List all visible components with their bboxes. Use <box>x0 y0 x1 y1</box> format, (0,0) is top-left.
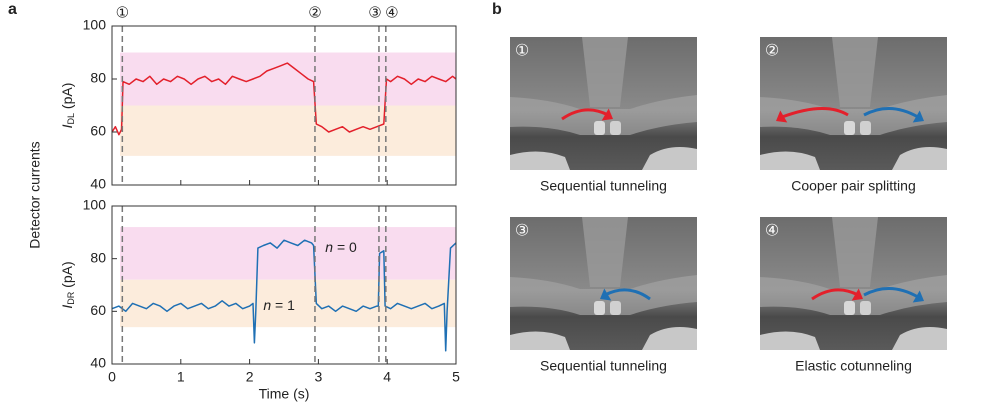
state-band <box>120 105 456 156</box>
image-caption: Elastic cotunneling <box>795 358 912 374</box>
image-number: ① <box>515 41 529 60</box>
image-caption: Cooper pair splitting <box>791 178 916 194</box>
y-label-unit: (pA) <box>59 83 75 113</box>
dot <box>844 121 855 135</box>
plot-frame <box>111 25 457 186</box>
y-label-symbol: I <box>59 124 75 128</box>
arrow-head <box>912 290 924 303</box>
y-tick-label: 60 <box>90 302 106 318</box>
y-tick-label: 40 <box>90 176 106 192</box>
arrow-head <box>601 108 613 121</box>
event-label: ② <box>308 4 321 22</box>
y-label-symbol: I <box>59 305 75 309</box>
image-number: ③ <box>515 221 529 240</box>
dot <box>610 301 621 315</box>
annotation-text: = 1 <box>271 297 295 313</box>
annotation-var: n <box>263 297 271 313</box>
y-tick-label: 100 <box>83 17 107 33</box>
arrow <box>863 107 919 119</box>
state-band <box>120 227 456 280</box>
arrow <box>811 288 859 301</box>
panel-label: b <box>492 1 502 18</box>
event-label: ③ <box>368 4 381 22</box>
dot <box>594 301 605 315</box>
dot <box>844 301 855 315</box>
lead <box>760 95 947 135</box>
y-tick-label: 60 <box>90 123 106 139</box>
arrow <box>604 288 651 301</box>
gate <box>582 217 628 287</box>
image-caption: Sequential tunneling <box>540 358 667 374</box>
bright-edge <box>510 147 697 170</box>
arrow <box>561 108 609 121</box>
gate <box>832 37 878 107</box>
arrow-head <box>776 110 788 123</box>
arrow-head <box>851 288 863 301</box>
x-tick-label: 5 <box>452 369 460 385</box>
sem-image: ③ <box>510 217 697 350</box>
bright-edge <box>760 147 947 170</box>
y-axis-label: IDL (pA) <box>59 83 77 129</box>
sem-image: ② <box>760 37 947 170</box>
y-label-subscript: DR <box>66 291 76 304</box>
state-band <box>120 279 456 328</box>
lead <box>760 275 947 315</box>
y-tick-label: 80 <box>90 70 106 86</box>
image-number: ② <box>765 41 779 60</box>
y-tick-label: 100 <box>83 197 107 213</box>
y-label-unit: (pA) <box>59 261 75 291</box>
y-axis-label: IDR (pA) <box>59 261 77 308</box>
y-label-subscript: DL <box>66 113 76 125</box>
arrow <box>781 106 849 119</box>
x-tick-label: 2 <box>246 369 254 385</box>
dot <box>594 121 605 135</box>
dot <box>860 121 871 135</box>
y-tick-label: 40 <box>90 355 106 371</box>
arrow-head <box>912 110 924 123</box>
lead <box>510 95 697 135</box>
bright-edge <box>510 327 697 350</box>
x-tick-label: 4 <box>383 369 391 385</box>
sem-image: ① <box>510 37 697 170</box>
arrow-head <box>600 288 612 301</box>
panel-label: a <box>8 1 17 18</box>
dot <box>610 121 621 135</box>
image-number: ④ <box>765 221 779 240</box>
gate <box>582 37 628 107</box>
image-caption: Sequential tunneling <box>540 178 667 194</box>
y-tick-label: 80 <box>90 249 106 265</box>
trace <box>111 239 457 352</box>
dot <box>860 301 871 315</box>
annotation: n = 0 <box>325 239 357 255</box>
sem-image: ④ <box>760 217 947 350</box>
x-axis-label: Time (s) <box>259 386 310 402</box>
gate <box>832 217 878 287</box>
x-tick-label: 1 <box>177 369 185 385</box>
annotation-text: = 0 <box>333 239 357 255</box>
trace <box>111 62 457 136</box>
bright-edge <box>760 327 947 350</box>
x-tick-label: 0 <box>108 369 116 385</box>
annotation: n = 1 <box>263 297 295 313</box>
x-tick-label: 3 <box>315 369 323 385</box>
event-label: ① <box>116 4 129 22</box>
arrow <box>863 287 919 299</box>
event-label: ④ <box>385 4 398 22</box>
plot-frame <box>111 205 457 365</box>
shared-y-label: Detector currents <box>27 141 43 248</box>
state-band <box>120 52 456 106</box>
annotation-var: n <box>325 239 333 255</box>
